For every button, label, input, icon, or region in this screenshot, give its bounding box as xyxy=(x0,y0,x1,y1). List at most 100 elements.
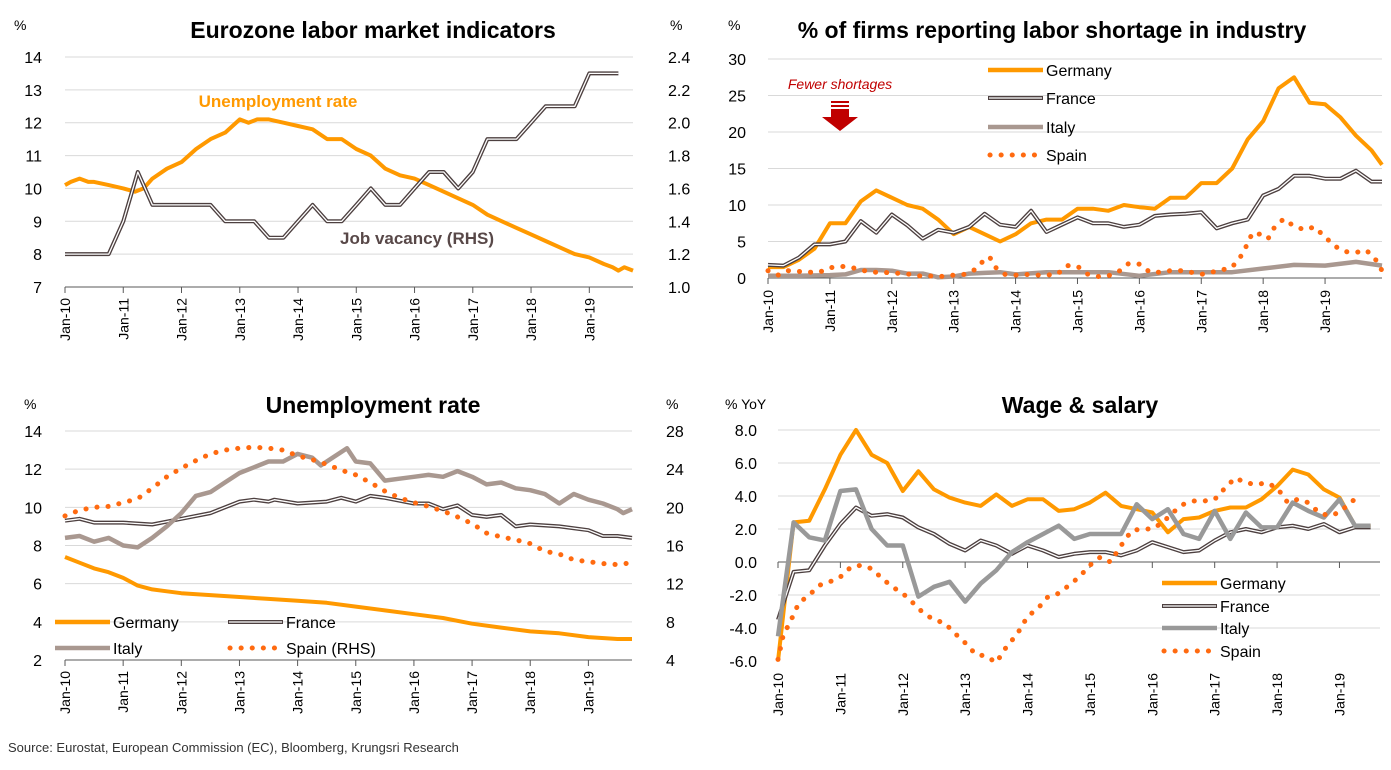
x-tick-label: Jan-11 xyxy=(115,671,131,713)
x-tick-label: Jan-16 xyxy=(407,298,423,341)
y2-tick-label: 2.2 xyxy=(668,83,690,100)
y-tick-label: 2 xyxy=(33,653,42,670)
series-line-france xyxy=(64,493,633,540)
x-tick-label: Jan-13 xyxy=(232,298,248,341)
x-tick-label: Jan-19 xyxy=(1331,673,1347,716)
series-line-france xyxy=(776,505,1371,621)
y2-tick-label: 16 xyxy=(666,539,684,556)
x-tick-label: Jan-12 xyxy=(895,673,911,716)
y-tick-label: 0.0 xyxy=(735,555,757,572)
y-tick-label: 8.0 xyxy=(735,423,757,440)
series-group xyxy=(775,428,1371,667)
series-annotation-job-vacancy: Job vacancy (RHS) xyxy=(340,229,494,248)
y2-tick-label: 1.2 xyxy=(668,247,690,264)
x-tick-label: Jan-11 xyxy=(115,298,131,340)
legend-label: Spain xyxy=(1046,148,1087,165)
legend-item: Germany xyxy=(988,63,1112,80)
y2-tick-label: 1.6 xyxy=(668,181,690,198)
legend: Germany France Italy Spain xyxy=(987,63,1112,165)
x-tick-label: Jan-16 xyxy=(1131,290,1147,333)
legend-label: France xyxy=(1046,91,1096,108)
chart-title: % of firms reporting labor shortage in i… xyxy=(798,17,1307,43)
series-annotation-unemployment: Unemployment rate xyxy=(199,92,358,111)
legend-item: Italy xyxy=(55,641,142,658)
left-axis-unit: % xyxy=(14,17,26,33)
y-tick-label: 10 xyxy=(24,500,42,517)
y-tick-label: 8 xyxy=(33,539,42,556)
y2-tick-label: 1.0 xyxy=(668,280,690,297)
y-tick-label: 14 xyxy=(24,424,42,441)
x-tick-label: Jan-17 xyxy=(465,298,481,341)
y-tick-label: -4.0 xyxy=(729,621,757,638)
x-tick-label: Jan-15 xyxy=(1082,673,1098,716)
series-line-france-inner xyxy=(767,170,1382,267)
x-tick-label: Jan-13 xyxy=(957,673,973,716)
legend: Germany France Italy Spain xyxy=(1161,576,1286,661)
gridlines xyxy=(65,430,632,623)
y2-tick-label: 24 xyxy=(666,462,684,479)
legend-item: Germany xyxy=(55,615,179,632)
legend-label: Germany xyxy=(1046,63,1112,80)
gridlines xyxy=(778,429,1380,629)
left-axis-unit: % YoY xyxy=(725,396,767,412)
chart-labor-shortage: % of firms reporting labor shortage in i… xyxy=(728,17,1385,333)
x-tick-label: Jan-14 xyxy=(290,298,306,341)
legend-item: France xyxy=(1162,599,1270,616)
y-tick-label: -6.0 xyxy=(729,654,757,671)
y-tick-label: 0 xyxy=(737,271,746,288)
series-line-italy xyxy=(64,445,633,550)
y-tick-label: 6 xyxy=(33,577,42,594)
y-tick-label: 11 xyxy=(25,149,42,166)
x-tick-label: Jan-13 xyxy=(231,671,247,714)
series-line-unemployment-rate xyxy=(64,117,634,273)
x-tick-label: Jan-11 xyxy=(832,673,848,715)
chart-unemployment-rate: Unemployment rate % % 246810121448121620… xyxy=(24,392,684,714)
fewer-shortages-annotation: Fewer shortages xyxy=(788,76,892,92)
x-tick-label: Jan-15 xyxy=(348,298,364,341)
y-tick-label: 6.0 xyxy=(735,456,757,473)
down-arrow-icon xyxy=(822,101,858,131)
series-group xyxy=(765,75,1385,280)
y2-tick-label: 1.8 xyxy=(668,149,690,166)
legend-label: Italy xyxy=(1220,621,1249,638)
legend-label: Germany xyxy=(1220,576,1286,593)
y2-tick-label: 28 xyxy=(666,424,684,441)
y2-tick-label: 4 xyxy=(666,653,675,670)
legend-item: Italy xyxy=(1162,621,1249,638)
x-tick-label: Jan-18 xyxy=(523,298,539,341)
y-tick-label: 12 xyxy=(24,116,42,133)
series-line-france-inner xyxy=(777,506,1371,621)
legend-label: Spain (RHS) xyxy=(286,641,376,658)
series-line-germany xyxy=(768,75,1384,270)
x-tick-label: Jan-19 xyxy=(1317,290,1333,333)
legend-label: Italy xyxy=(1046,120,1075,137)
x-tick-label: Jan-12 xyxy=(173,671,189,714)
x-tick-label: Jan-16 xyxy=(1144,673,1160,716)
chart-eurozone-indicators: Eurozone labor market indicators % % Une… xyxy=(14,17,690,341)
legend-item: Germany xyxy=(1162,576,1286,593)
y-tick-label: 14 xyxy=(24,50,42,67)
chart-title: Wage & salary xyxy=(1002,392,1159,418)
y-tick-label: 4 xyxy=(33,615,42,632)
x-tick-label: Jan-17 xyxy=(464,671,480,714)
y2-tick-label: 8 xyxy=(666,615,675,632)
y-tick-label: 20 xyxy=(728,125,746,142)
x-tick-label: Jan-10 xyxy=(57,671,73,714)
legend-item: France xyxy=(228,615,336,632)
source-note: Source: Eurostat, European Commission (E… xyxy=(8,740,459,755)
x-tick-label: Jan-18 xyxy=(1255,290,1271,333)
legend-label: France xyxy=(286,615,336,632)
right-axis-unit: % xyxy=(670,17,682,33)
x-tick-label: Jan-19 xyxy=(580,671,596,714)
x-tick-label: Jan-15 xyxy=(1069,290,1085,333)
right-axis-unit: % xyxy=(666,396,678,412)
y-tick-label: 2.0 xyxy=(735,522,757,539)
y-tick-label: 7 xyxy=(33,280,42,297)
x-tick-label: Jan-10 xyxy=(760,290,776,333)
series-line-spain xyxy=(765,215,1385,280)
x-tick-label: Jan-19 xyxy=(581,298,597,341)
y-tick-label: 10 xyxy=(728,198,746,215)
x-tick-label: Jan-10 xyxy=(57,298,73,341)
x-tick-label: Jan-17 xyxy=(1193,290,1209,333)
